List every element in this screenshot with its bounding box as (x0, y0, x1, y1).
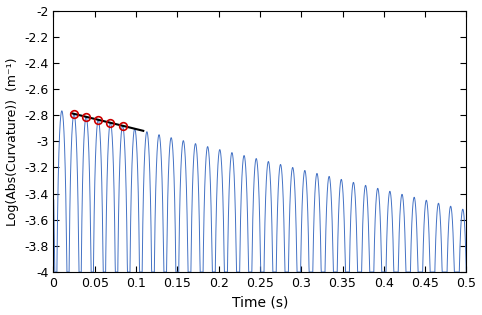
Y-axis label: Log(Abs(Curvature))  (m⁻¹): Log(Abs(Curvature)) (m⁻¹) (6, 57, 18, 226)
X-axis label: Time (s): Time (s) (232, 295, 288, 309)
